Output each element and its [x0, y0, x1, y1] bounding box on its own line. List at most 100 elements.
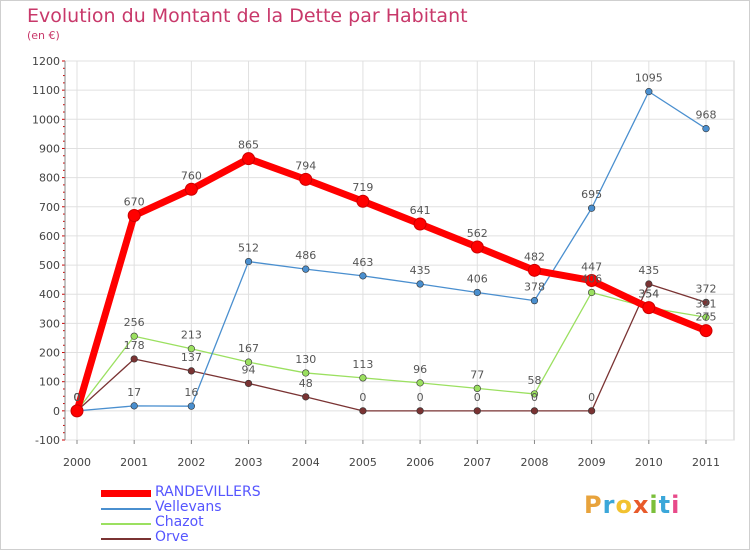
data-label: 0: [74, 391, 81, 404]
data-point: [527, 263, 541, 277]
data-point: [302, 369, 310, 377]
data-label: 447: [581, 261, 602, 274]
data-label: 321: [696, 297, 717, 310]
logo-letter: i: [671, 491, 681, 519]
data-point: [588, 407, 596, 415]
data-point: [588, 204, 596, 212]
data-label: 48: [299, 377, 313, 390]
data-label: 378: [524, 281, 545, 294]
y-tick-label: 200: [39, 347, 60, 360]
data-point: [585, 274, 599, 288]
data-label: 406: [467, 272, 488, 285]
data-point: [359, 407, 367, 415]
data-label: 719: [352, 181, 373, 194]
data-label: 794: [295, 159, 316, 172]
data-label: 354: [638, 288, 659, 301]
x-tick-label: 2006: [406, 456, 434, 469]
data-point: [130, 355, 138, 363]
data-point: [702, 313, 710, 321]
data-point: [702, 298, 710, 306]
data-label: 670: [124, 196, 145, 209]
data-point: [530, 390, 539, 398]
x-tick-label: 2004: [292, 456, 320, 469]
data-labels: 0 670 760 865 794 719 641 562 482 447 354 275 0 17 16 5…: [74, 72, 717, 404]
y-tick-label: 700: [39, 201, 60, 214]
data-point: [244, 358, 253, 366]
data-point: [413, 217, 427, 231]
y-tick-label: 100: [39, 376, 60, 389]
data-label: 760: [181, 169, 202, 182]
data-label: 0: [588, 391, 595, 404]
y-tick-label: 500: [39, 259, 60, 272]
data-point: [242, 152, 256, 166]
data-label: 562: [467, 227, 488, 240]
data-point: [416, 407, 424, 415]
x-tick-label: 2011: [692, 456, 720, 469]
data-label: 435: [410, 264, 431, 277]
series-line-chazot: [76, 291, 707, 412]
data-label: 641: [410, 204, 431, 217]
data-label: 0: [74, 391, 81, 404]
proxiti-logo: Proxiti: [584, 491, 680, 519]
x-tick-label: 2007: [463, 456, 491, 469]
logo-letter: P: [584, 491, 603, 519]
data-label: 0: [474, 391, 481, 404]
data-label: 0: [417, 391, 424, 404]
data-label: 486: [295, 249, 316, 262]
data-point: [588, 288, 596, 297]
data-label: 482: [524, 250, 545, 263]
data-label: 17: [127, 386, 141, 399]
grid: [64, 60, 735, 441]
series-line-randevillers: [73, 155, 710, 415]
logo-letter: t: [658, 491, 672, 519]
data-label: 0: [531, 391, 538, 404]
logo-letter: x: [632, 491, 650, 519]
data-label: 94: [242, 363, 256, 376]
data-point: [470, 240, 484, 254]
data-label: 256: [124, 316, 145, 329]
data-label: 1095: [635, 72, 663, 85]
data-label: 16: [184, 386, 198, 399]
data-label: 130: [295, 353, 316, 366]
data-point: [130, 332, 138, 340]
x-tick-label: 2001: [120, 456, 148, 469]
y-tick-label: 1100: [32, 84, 60, 97]
axes: -100010020030040050060070080090010001100…: [32, 55, 720, 469]
series-line-vellevans: [76, 90, 707, 412]
data-label: 58: [527, 374, 541, 387]
chart-unit: (en €): [27, 29, 60, 42]
legend-label: Chazot: [155, 514, 204, 530]
data-label: 137: [181, 351, 202, 364]
y-tick-label: 900: [39, 142, 60, 155]
data-label: 512: [238, 242, 259, 255]
data-point: [416, 379, 424, 387]
y-tick-label: 0: [53, 405, 60, 418]
data-point: [645, 280, 653, 288]
data-label: 354: [638, 288, 659, 301]
legend-swatch: [101, 508, 151, 510]
x-tick-label: 2003: [235, 456, 263, 469]
data-label: 372: [696, 282, 717, 295]
data-label: 406: [581, 272, 602, 285]
legend-label: RANDEVILLERS: [155, 484, 261, 500]
data-point: [359, 374, 367, 382]
data-point: [530, 297, 539, 305]
x-tick-label: 2002: [177, 456, 205, 469]
logo-letter: i: [649, 491, 659, 519]
legend-swatch: [101, 538, 151, 540]
y-tick-label: 1200: [32, 55, 60, 68]
data-point: [302, 393, 310, 401]
data-label: 435: [638, 264, 659, 277]
x-tick-label: 2008: [520, 456, 548, 469]
data-point: [473, 384, 481, 392]
y-tick-label: 1000: [32, 113, 60, 126]
data-point: [187, 367, 195, 375]
data-point: [642, 301, 656, 315]
data-point: [187, 402, 195, 410]
data-point: [70, 404, 84, 418]
series-line-orve: [76, 283, 707, 412]
data-point: [184, 182, 198, 196]
y-tick-label: 800: [39, 172, 60, 185]
